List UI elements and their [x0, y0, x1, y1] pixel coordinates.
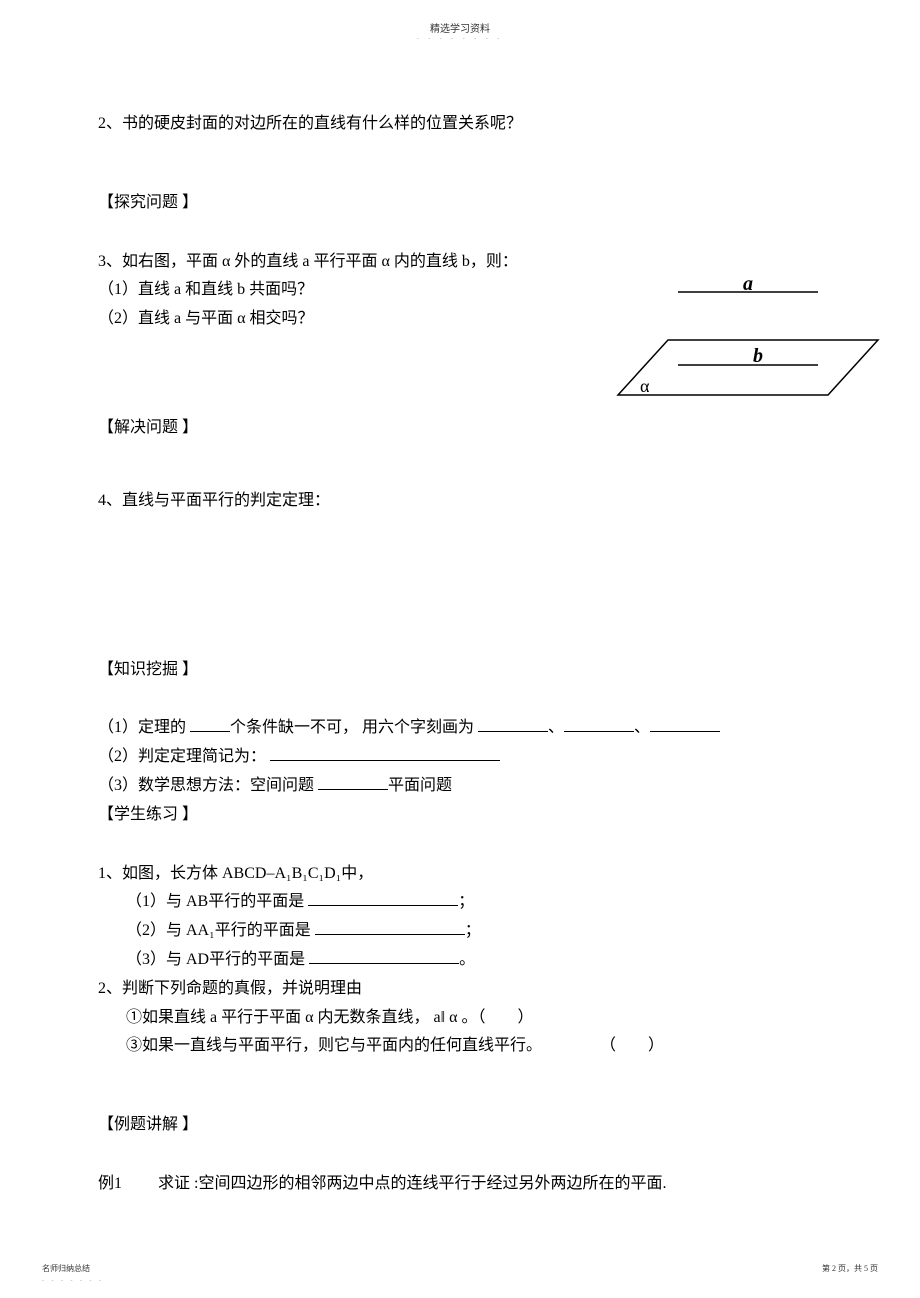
k2-text: （2）判定定理简记为：: [98, 748, 270, 765]
practice-2-main: 2、判断下列命题的真假，并说明理由: [98, 975, 838, 1004]
blank: [309, 948, 459, 964]
practice-heading: 【学生练习 】: [98, 801, 838, 830]
practice-1-sub3: （3）与 AD平行的平面是 。: [98, 946, 838, 975]
p1-sub1-post: ；: [458, 893, 474, 910]
diagram-label-alpha: α: [640, 376, 650, 396]
question-3-block: 3、如右图，平面 α 外的直线 a 平行平面 α 内的直线 b，则： （1）直线…: [98, 248, 838, 334]
p2-sub3-paren: （ ）: [600, 1037, 664, 1054]
practice-2-sub1: ①如果直线 a 平行于平面 α 内无数条直线， a‖ α 。（ ）: [98, 1004, 838, 1033]
example-1: 例1 求证 :空间四边形的相邻两边中点的连线平行于经过另外两边所在的平面.: [98, 1170, 838, 1199]
blank: [308, 890, 458, 906]
p1-sub2-post: ；: [465, 922, 481, 939]
practice-1-sub2: （2）与 AA₁平行的平面是 ；: [98, 917, 838, 946]
practice-1-sub1: （1）与 AB平行的平面是 ；: [98, 888, 838, 917]
header-text: 精选学习资料: [0, 20, 920, 35]
knowledge-heading: 【知识挖掘 】: [98, 656, 838, 685]
page-content: 2、书的硬皮封面的对边所在的直线有什么样的位置关系呢？ 【探究问题 】 3、如右…: [98, 100, 838, 1199]
knowledge-item-3: （3）数学思想方法：空间问题 平面问题: [98, 772, 838, 801]
p1-sub1-pre: （1）与 AB平行的平面是: [126, 893, 308, 910]
knowledge-item-1: （1）定理的 个条件缺一不可， 用六个字刻画为 、 、: [98, 714, 838, 743]
blank: [564, 716, 634, 732]
question-2: 2、书的硬皮封面的对边所在的直线有什么样的位置关系呢？: [98, 110, 838, 139]
footer-left: 名师归纳总结: [42, 1263, 90, 1274]
example-heading: 【例题讲解 】: [98, 1111, 838, 1140]
question-3-main: 3、如右图，平面 α 外的直线 a 平行平面 α 内的直线 b，则：: [98, 248, 838, 277]
blank: [478, 716, 548, 732]
p1-sub2-pre: （2）与 AA₁平行的平面是: [126, 922, 315, 939]
knowledge-item-2: （2）判定定理简记为：: [98, 743, 838, 772]
question-4: 4、直线与平面平行的判定定理：: [98, 487, 838, 516]
p2-sub3-pre: ③如果一直线与平面平行，则它与平面内的任何直线平行。: [126, 1037, 542, 1054]
plane-line-diagram: a b α: [608, 280, 888, 410]
blank: [270, 745, 500, 761]
practice-block: 1、如图，长方体 ABCD–A₁B₁C₁D₁中， （1）与 AB平行的平面是 ；…: [98, 860, 838, 1062]
blank: [315, 919, 465, 935]
practice-1-main: 1、如图，长方体 ABCD–A₁B₁C₁D₁中，: [98, 860, 838, 889]
k3-post: 平面问题: [388, 777, 452, 794]
blank: [650, 716, 720, 732]
k1-sep2: 、: [634, 719, 650, 736]
footer-right: 第 2 页，共 5 页: [822, 1263, 878, 1274]
k1-pre: （1）定理的: [98, 719, 190, 736]
k1-sep1: 、: [548, 719, 564, 736]
k3-pre: （3）数学思想方法：空间问题: [98, 777, 318, 794]
p1-sub3-pre: （3）与 AD平行的平面是: [126, 951, 309, 968]
header-dots: - - - - - - - -: [0, 36, 920, 42]
diagram-label-a: a: [743, 280, 753, 295]
inquiry-heading: 【探究问题 】: [98, 189, 838, 218]
blank: [190, 716, 230, 732]
practice-2-sub3: ③如果一直线与平面平行，则它与平面内的任何直线平行。 （ ）: [98, 1032, 838, 1061]
footer-dots: - - - - - - -: [42, 1278, 104, 1284]
p1-sub3-post: 。: [459, 951, 475, 968]
example-text: 求证 :空间四边形的相邻两边中点的连线平行于经过另外两边所在的平面.: [158, 1170, 838, 1199]
blank: [318, 774, 388, 790]
knowledge-block: （1）定理的 个条件缺一不可， 用六个字刻画为 、 、 （2）判定定理简记为： （…: [98, 714, 838, 829]
solve-heading: 【解决问题 】: [98, 414, 838, 443]
diagram-label-b: b: [753, 345, 763, 367]
k1-mid: 个条件缺一不可， 用六个字刻画为: [230, 719, 478, 736]
example-label: 例1: [98, 1170, 158, 1199]
